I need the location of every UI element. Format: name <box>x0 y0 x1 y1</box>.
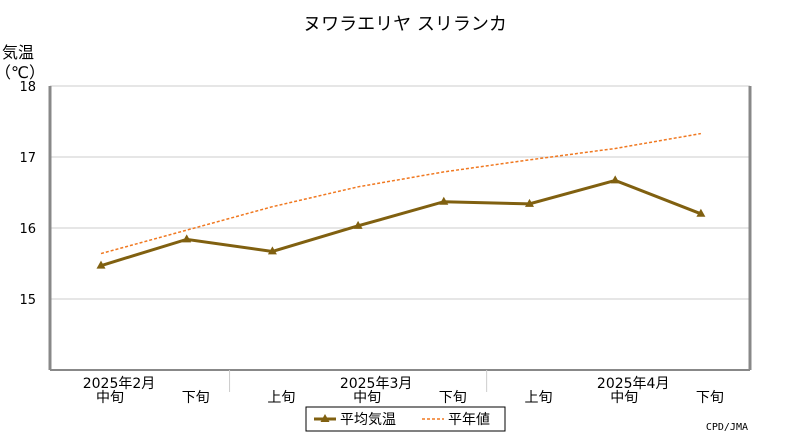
chart-title: ヌワラエリヤ スリランカ <box>303 14 507 35</box>
legend: 平均気温 平年値 <box>305 406 506 432</box>
y-tick-label: 16 <box>19 222 36 237</box>
y-tick-label: 17 <box>19 151 36 166</box>
x-month-label: 2025年3月 <box>340 376 413 392</box>
legend-label-mean: 平均気温 <box>340 412 396 428</box>
data-point-marker <box>182 234 192 243</box>
x-tick-label: 上旬 <box>525 390 553 406</box>
y-axis-label: 気温 <box>2 43 34 62</box>
y-tick-label: 15 <box>19 293 36 308</box>
series-line-mean <box>100 178 702 268</box>
y-axis-unit: （℃） <box>0 63 45 82</box>
data-point-marker <box>696 208 706 217</box>
series-line-normal <box>100 132 702 255</box>
credit-label: CPD/JMA <box>706 422 748 433</box>
y-tick-label: 18 <box>19 80 36 95</box>
data-point-marker <box>267 246 277 255</box>
x-tick-label: 中旬 <box>353 390 381 406</box>
data-point-marker <box>439 196 449 205</box>
data-point-marker <box>525 198 534 207</box>
x-tick-label: 中旬 <box>610 390 638 406</box>
x-tick-label: 中旬 <box>96 390 124 406</box>
x-tick-label: 下旬 <box>696 390 724 406</box>
x-tick-label: 下旬 <box>439 390 467 406</box>
data-point-marker <box>96 260 106 269</box>
data-point-marker <box>610 175 620 184</box>
legend-box <box>305 406 506 432</box>
legend-label-normal: 平年値 <box>448 412 490 428</box>
x-tick-label: 下旬 <box>182 390 210 406</box>
data-point-marker <box>353 220 363 229</box>
x-month-label: 2025年4月 <box>597 376 670 392</box>
x-month-label: 2025年2月 <box>83 376 156 392</box>
x-tick-label: 上旬 <box>267 390 295 406</box>
legend-marker-mean <box>320 414 330 422</box>
